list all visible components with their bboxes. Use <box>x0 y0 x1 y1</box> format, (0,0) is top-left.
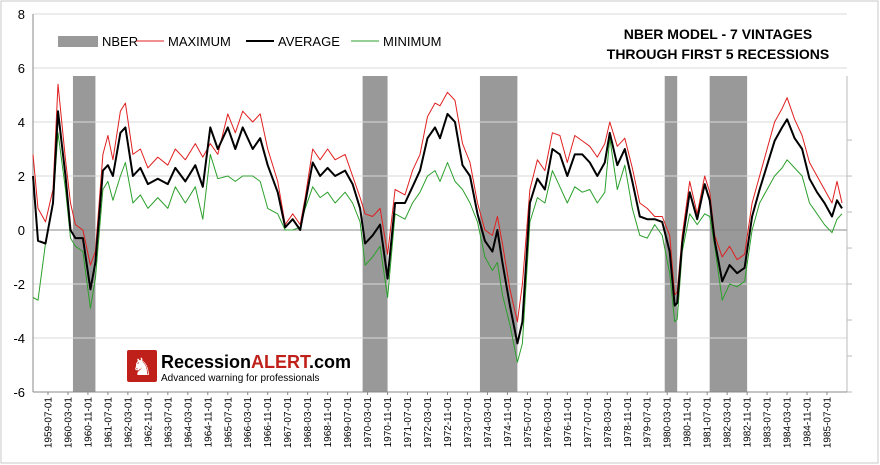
x-tick-label: 1960-11-01 <box>83 397 94 448</box>
x-tick-label: 1962-03-01 <box>123 397 134 449</box>
y-tick-label: 4 <box>18 115 25 130</box>
x-tick-label: 1970-03-01 <box>363 397 374 449</box>
x-tick-label: 1969-07-01 <box>343 397 354 449</box>
y-tick-label: 6 <box>18 61 25 76</box>
x-tick-label: 1968-11-01 <box>323 397 334 448</box>
x-tick-label: 1984-11-01 <box>803 397 814 448</box>
x-tick-label: 1979-07-01 <box>643 397 654 449</box>
x-tick-label: 1959-07-01 <box>43 397 54 449</box>
x-tick-label: 1972-03-01 <box>423 397 434 449</box>
series-line-average <box>32 110 843 345</box>
x-tick-label: 1963-07-01 <box>163 397 174 449</box>
axes <box>32 14 852 393</box>
x-tick-label: 1980-03-01 <box>663 397 674 449</box>
x-tick-label: 1974-11-01 <box>503 397 514 448</box>
x-tick-label: 1972-11-01 <box>443 397 454 448</box>
x-tick-label: 1971-07-01 <box>403 397 414 449</box>
y-tick-label: 2 <box>18 169 25 184</box>
x-tick-label: 1965-07-01 <box>223 397 234 449</box>
x-tick-label: 1974-03-01 <box>483 397 494 449</box>
recession-band-2 <box>362 76 388 392</box>
x-tick-label: 1964-03-01 <box>183 397 194 449</box>
series-line-maximum <box>32 83 843 323</box>
x-tick-label: 1968-03-01 <box>303 397 314 449</box>
chart-title-line1: NBER MODEL - 7 VINTAGES <box>624 26 813 42</box>
y-tick-label: 0 <box>18 223 25 238</box>
legend: NBER MAXIMUM AVERAGE MINIMUM <box>58 34 442 49</box>
x-tick-label: 1984-03-01 <box>783 397 794 449</box>
x-tick-label: 1962-11-01 <box>143 397 154 448</box>
x-tick-label: 1982-11-01 <box>743 397 754 448</box>
x-tick-label: 1967-07-01 <box>283 397 294 449</box>
x-tick-label: 1977-07-01 <box>583 397 594 449</box>
x-tick-label: 1966-11-01 <box>263 397 274 448</box>
recession-band-5 <box>709 76 748 392</box>
x-tick-label: 1976-03-01 <box>543 397 554 449</box>
x-tick-label: 1975-07-01 <box>523 397 534 449</box>
x-tick-label: 1973-07-01 <box>463 397 474 449</box>
y-tick-label: -6 <box>13 385 25 400</box>
logo-knight-badge <box>127 350 157 382</box>
x-tick-label: 1970-11-01 <box>383 397 394 448</box>
x-tick-label: 1964-11-01 <box>203 397 214 448</box>
y-tick-labels: 8 6 4 2 0 -2 -4 -6 <box>13 7 25 400</box>
x-tick-label: 1983-07-01 <box>763 397 774 449</box>
series-line-minimum <box>32 132 843 363</box>
x-tick-label: 1978-11-01 <box>623 397 634 448</box>
x-tick-label: 1960-03-01 <box>63 397 74 449</box>
x-tick-label: 1980-11-01 <box>683 397 694 448</box>
x-tick-labels: 1959-07-01 1960-03-01 1960-11-01 1961-07-01… <box>43 392 834 449</box>
y-tick-label: -4 <box>13 331 25 346</box>
legend-nber-swatch <box>58 36 98 47</box>
logo-brand-part2: ALERT <box>251 352 311 372</box>
legend-nber-label: NBER <box>102 34 138 49</box>
legend-minimum-label: MINIMUM <box>383 34 442 49</box>
y-tick-label: -2 <box>13 277 25 292</box>
x-tick-label: 1978-03-01 <box>603 397 614 449</box>
x-tick-label: 1966-03-01 <box>243 397 254 449</box>
series-lines <box>32 83 843 363</box>
legend-average-label: AVERAGE <box>278 34 340 49</box>
logo-brand-name: RecessionALERT.com <box>161 352 351 372</box>
x-tick-label: 1981-07-01 <box>703 397 714 449</box>
legend-maximum-label: MAXIMUM <box>168 34 231 49</box>
logo-brand-part1: Recession <box>161 352 251 372</box>
x-tick-label: 1985-07-01 <box>823 397 834 449</box>
recessionalert-logo[interactable]: ♞ RecessionALERT.com Advanced warning fo… <box>127 350 351 384</box>
logo-tagline: Advanced warning for professionals <box>161 373 319 384</box>
x-tick-label: 1982-03-01 <box>723 397 734 449</box>
x-tick-label: 1961-07-01 <box>103 397 114 449</box>
recession-band-4 <box>664 76 678 392</box>
knight-icon: ♞ <box>131 354 153 381</box>
logo-brand-part3: .com <box>309 352 351 372</box>
y-tick-label: 8 <box>18 7 25 22</box>
chart-title-line2: THROUGH FIRST 5 RECESSIONS <box>607 46 829 62</box>
x-tick-label: 1976-11-01 <box>563 397 574 448</box>
